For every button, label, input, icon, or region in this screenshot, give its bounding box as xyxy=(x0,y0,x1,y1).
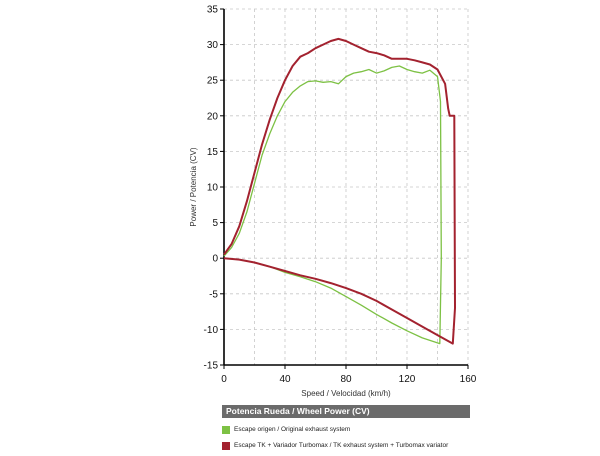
legend-label-original: Escape origen / Original exhaust system xyxy=(234,426,351,433)
x-tick-label: 160 xyxy=(460,374,477,385)
legend-title: Potencia Rueda / Wheel Power (CV) xyxy=(222,405,470,418)
y-tick-label: 5 xyxy=(212,218,218,229)
y-tick-label: 25 xyxy=(207,76,219,87)
axes xyxy=(220,8,469,369)
legend-swatch-turbomax xyxy=(222,441,230,450)
legend-item-turbomax: Escape TK + Variador Turbomax / TK exhau… xyxy=(222,440,470,451)
x-tick-label: 40 xyxy=(279,374,291,385)
y-tick-label: 0 xyxy=(212,254,218,265)
series-line-turbomax xyxy=(223,37,456,345)
y-tick-label: 35 xyxy=(207,5,219,16)
series-layer xyxy=(223,37,456,345)
tick-labels: -15 -10 -5 0 5 10 15 20 25 30 35 0 40 80 120 160 xyxy=(204,5,477,386)
x-tick-label: 0 xyxy=(221,374,227,385)
y-tick-label: 20 xyxy=(207,111,219,122)
y-tick-label: 15 xyxy=(207,147,219,158)
legend-swatch-original xyxy=(222,425,230,434)
x-tick-label: 120 xyxy=(399,374,416,385)
y-tick-label: 30 xyxy=(207,40,219,51)
chart-svg: -15 -10 -5 0 5 10 15 20 25 30 35 0 40 80 120 160 Speed … xyxy=(189,5,477,399)
x-axis-title: Speed / Velocidad (km/h) xyxy=(301,389,391,398)
y-tick-label: 10 xyxy=(207,183,219,194)
grid xyxy=(224,8,469,365)
legend-item-original: Escape origen / Original exhaust system xyxy=(222,424,470,435)
y-tick-label: -10 xyxy=(204,325,219,336)
series-line-original xyxy=(223,65,442,345)
y-axis-title: Power / Potencia (CV) xyxy=(189,147,198,226)
y-tick-label: -15 xyxy=(204,361,219,372)
y-tick-label: -5 xyxy=(209,289,218,300)
legend: Potencia Rueda / Wheel Power (CV) Escape… xyxy=(222,405,470,456)
x-tick-label: 80 xyxy=(340,374,352,385)
legend-label-turbomax: Escape TK + Variador Turbomax / TK exhau… xyxy=(234,442,449,449)
